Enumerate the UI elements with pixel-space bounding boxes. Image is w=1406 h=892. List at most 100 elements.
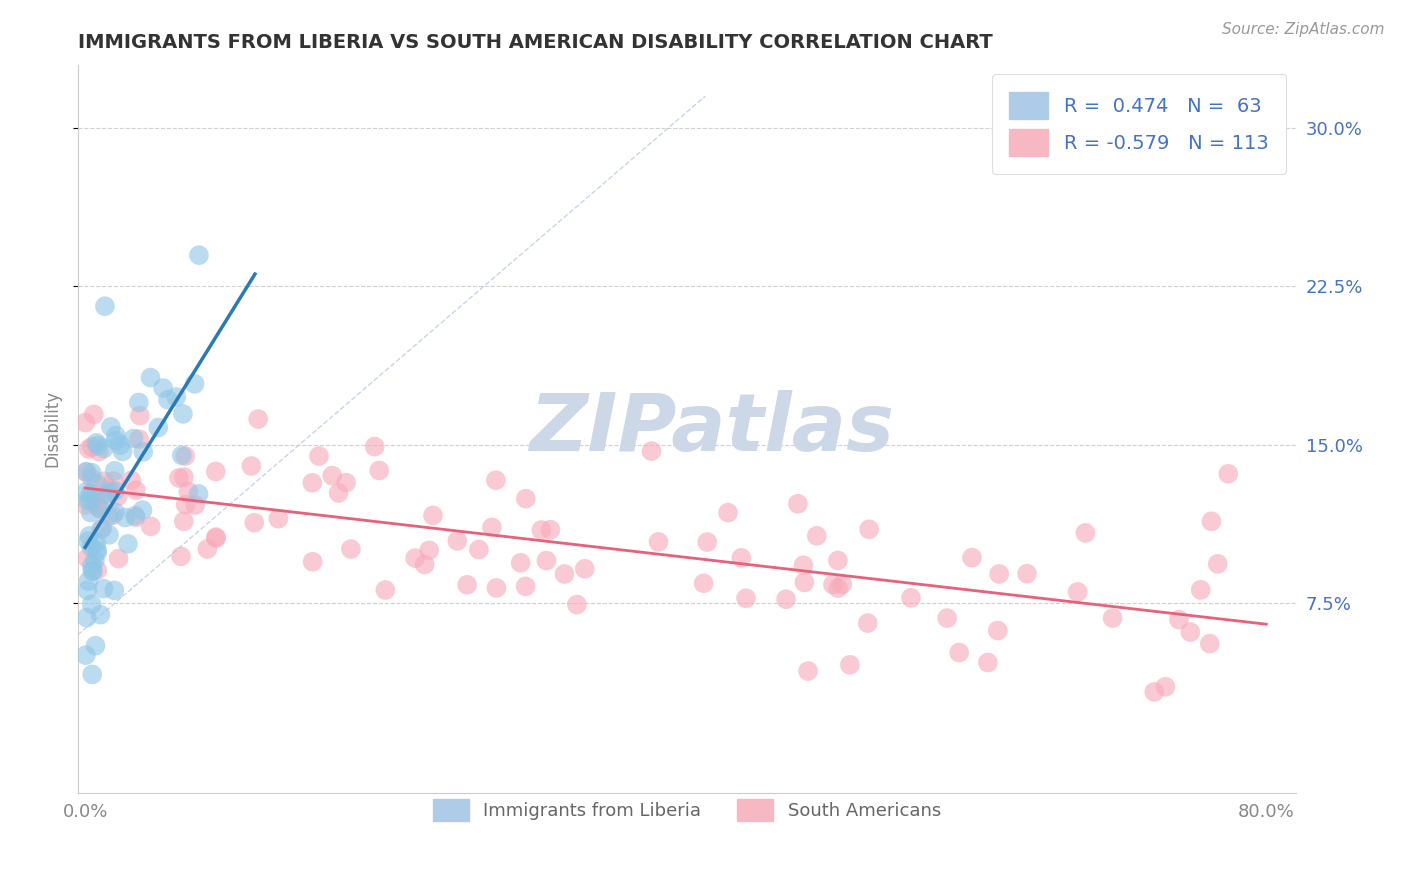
South Americans (515, 579, 537, 593)
Immigrants from Liberia (86, 476, 108, 491)
Immigrants from Liberia (104, 464, 127, 478)
Immigrants from Liberia (77, 574, 100, 588)
Immigrants from Liberia (156, 392, 179, 407)
Immigrants from Liberia (86, 436, 108, 450)
Immigrants from Liberia (96, 488, 118, 502)
Immigrants from Liberia (89, 607, 111, 622)
Immigrants from Liberia (79, 506, 101, 520)
South Americans (1198, 637, 1220, 651)
South Americans (87, 444, 110, 458)
Immigrants from Liberia (79, 493, 101, 508)
Immigrants from Liberia (139, 370, 162, 384)
South Americans (80, 471, 103, 485)
Immigrants from Liberia (76, 484, 98, 499)
Legend: Immigrants from Liberia, South Americans: Immigrants from Liberia, South Americans (418, 784, 956, 835)
South Americans (121, 474, 143, 488)
Immigrants from Liberia (111, 444, 134, 458)
South Americans (775, 592, 797, 607)
South Americans (1074, 525, 1097, 540)
South Americans (977, 656, 1000, 670)
South Americans (247, 412, 270, 426)
South Americans (1143, 685, 1166, 699)
Text: IMMIGRANTS FROM LIBERIA VS SOUTH AMERICAN DISABILITY CORRELATION CHART: IMMIGRANTS FROM LIBERIA VS SOUTH AMERICA… (77, 33, 993, 52)
South Americans (80, 440, 103, 454)
South Americans (75, 416, 97, 430)
Immigrants from Liberia (104, 428, 127, 442)
South Americans (856, 616, 879, 631)
South Americans (177, 484, 200, 499)
South Americans (827, 553, 849, 567)
Immigrants from Liberia (75, 465, 97, 479)
South Americans (1201, 514, 1223, 528)
South Americans (374, 582, 396, 597)
South Americans (301, 555, 323, 569)
South Americans (422, 508, 444, 523)
South Americans (987, 624, 1010, 638)
Immigrants from Liberia (114, 510, 136, 524)
South Americans (446, 533, 468, 548)
South Americans (647, 535, 669, 549)
South Americans (173, 470, 195, 484)
South Americans (640, 444, 662, 458)
South Americans (267, 512, 290, 526)
South Americans (717, 506, 740, 520)
South Americans (536, 553, 558, 567)
South Americans (204, 465, 226, 479)
Immigrants from Liberia (110, 438, 132, 452)
South Americans (82, 492, 104, 507)
South Americans (174, 449, 197, 463)
South Americans (240, 458, 263, 473)
South Americans (363, 440, 385, 454)
South Americans (988, 567, 1011, 582)
South Americans (936, 611, 959, 625)
South Americans (128, 409, 150, 423)
South Americans (301, 475, 323, 490)
Immigrants from Liberia (86, 535, 108, 549)
Immigrants from Liberia (89, 501, 111, 516)
South Americans (75, 465, 97, 479)
South Americans (335, 475, 357, 490)
Immigrants from Liberia (76, 583, 98, 598)
Immigrants from Liberia (188, 248, 211, 262)
South Americans (98, 482, 121, 496)
South Americans (173, 514, 195, 528)
South Americans (735, 591, 758, 606)
South Americans (170, 549, 193, 564)
Immigrants from Liberia (87, 438, 110, 452)
Immigrants from Liberia (104, 505, 127, 519)
South Americans (530, 523, 553, 537)
South Americans (858, 522, 880, 536)
South Americans (77, 442, 100, 456)
South Americans (1218, 467, 1240, 481)
South Americans (793, 575, 815, 590)
South Americans (1015, 566, 1038, 581)
South Americans (839, 657, 862, 672)
Immigrants from Liberia (86, 545, 108, 559)
South Americans (204, 530, 226, 544)
South Americans (128, 432, 150, 446)
South Americans (368, 463, 391, 477)
Immigrants from Liberia (98, 528, 121, 542)
Immigrants from Liberia (104, 483, 127, 498)
South Americans (960, 550, 983, 565)
Immigrants from Liberia (103, 583, 125, 598)
South Americans (76, 551, 98, 566)
Immigrants from Liberia (170, 448, 193, 462)
Immigrants from Liberia (76, 493, 98, 508)
South Americans (167, 471, 190, 485)
Immigrants from Liberia (100, 420, 122, 434)
South Americans (515, 491, 537, 506)
South Americans (340, 542, 363, 557)
South Americans (86, 563, 108, 577)
South Americans (509, 556, 531, 570)
Immigrants from Liberia (90, 522, 112, 536)
Immigrants from Liberia (104, 434, 127, 448)
South Americans (205, 531, 228, 545)
South Americans (831, 577, 853, 591)
South Americans (84, 493, 107, 508)
South Americans (321, 468, 343, 483)
South Americans (107, 489, 129, 503)
South Americans (75, 498, 97, 512)
Immigrants from Liberia (94, 299, 117, 313)
South Americans (195, 541, 218, 556)
